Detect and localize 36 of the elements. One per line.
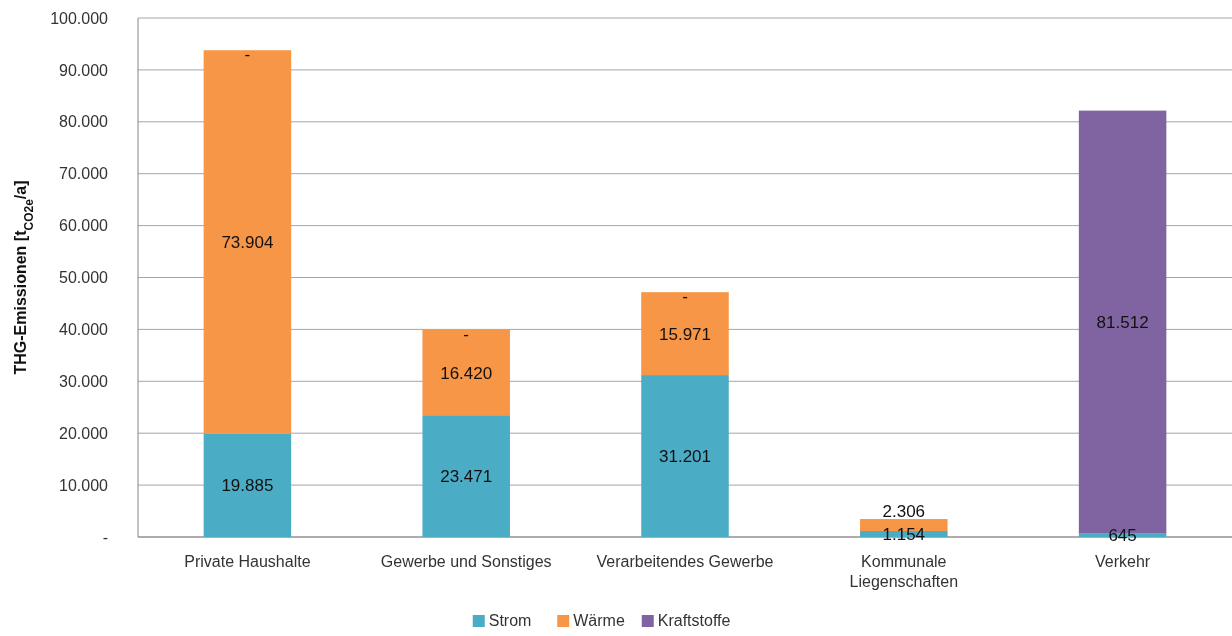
bar: [422, 329, 510, 416]
legend-label: Kraftstoffe: [657, 612, 731, 629]
bar: [641, 292, 729, 376]
bar: [422, 415, 510, 537]
bar: [641, 375, 729, 537]
data-label: -: [682, 287, 688, 307]
y-tick-label: 60.000: [59, 217, 109, 235]
y-tick-label: 90.000: [59, 61, 109, 79]
y-tick-label: 80.000: [59, 113, 109, 131]
legend-label: Wärme: [573, 612, 625, 629]
data-label: 16.420: [440, 363, 493, 383]
data-label: 23.471: [440, 467, 493, 487]
bar: [203, 50, 292, 434]
data-label: 31.201: [659, 446, 711, 466]
y-tick-label: 100.000: [50, 9, 109, 27]
data-label: 19.885: [221, 476, 274, 496]
bar: [203, 433, 292, 537]
x-tick-label: Verarbeitendes Gewerbe: [596, 553, 774, 570]
legend-label: Strom: [488, 612, 532, 629]
y-tick-label: 10.000: [59, 476, 109, 494]
x-tick-label: Private Haushalte: [184, 553, 311, 570]
data-label: 81.512: [1096, 313, 1149, 333]
data-label: -: [463, 324, 470, 344]
x-tick-label: Kommunale Liegenschaften: [849, 553, 959, 590]
data-label: 15.971: [659, 324, 711, 344]
y-tick-label: 30.000: [59, 372, 109, 390]
x-tick-label: Verkehr: [1095, 553, 1151, 570]
y-tick-label: 20.000: [59, 424, 109, 442]
y-tick-label: 50.000: [59, 269, 109, 287]
data-label: 2.306: [882, 502, 926, 522]
x-tick-label: Gewerbe und Sonstiges: [380, 553, 552, 570]
data-label: -: [244, 45, 251, 65]
y-tick-label: 70.000: [59, 165, 109, 183]
y-tick-label: -: [102, 528, 108, 546]
y-tick-label: 40.000: [59, 321, 109, 338]
data-label: 73.904: [221, 232, 274, 252]
